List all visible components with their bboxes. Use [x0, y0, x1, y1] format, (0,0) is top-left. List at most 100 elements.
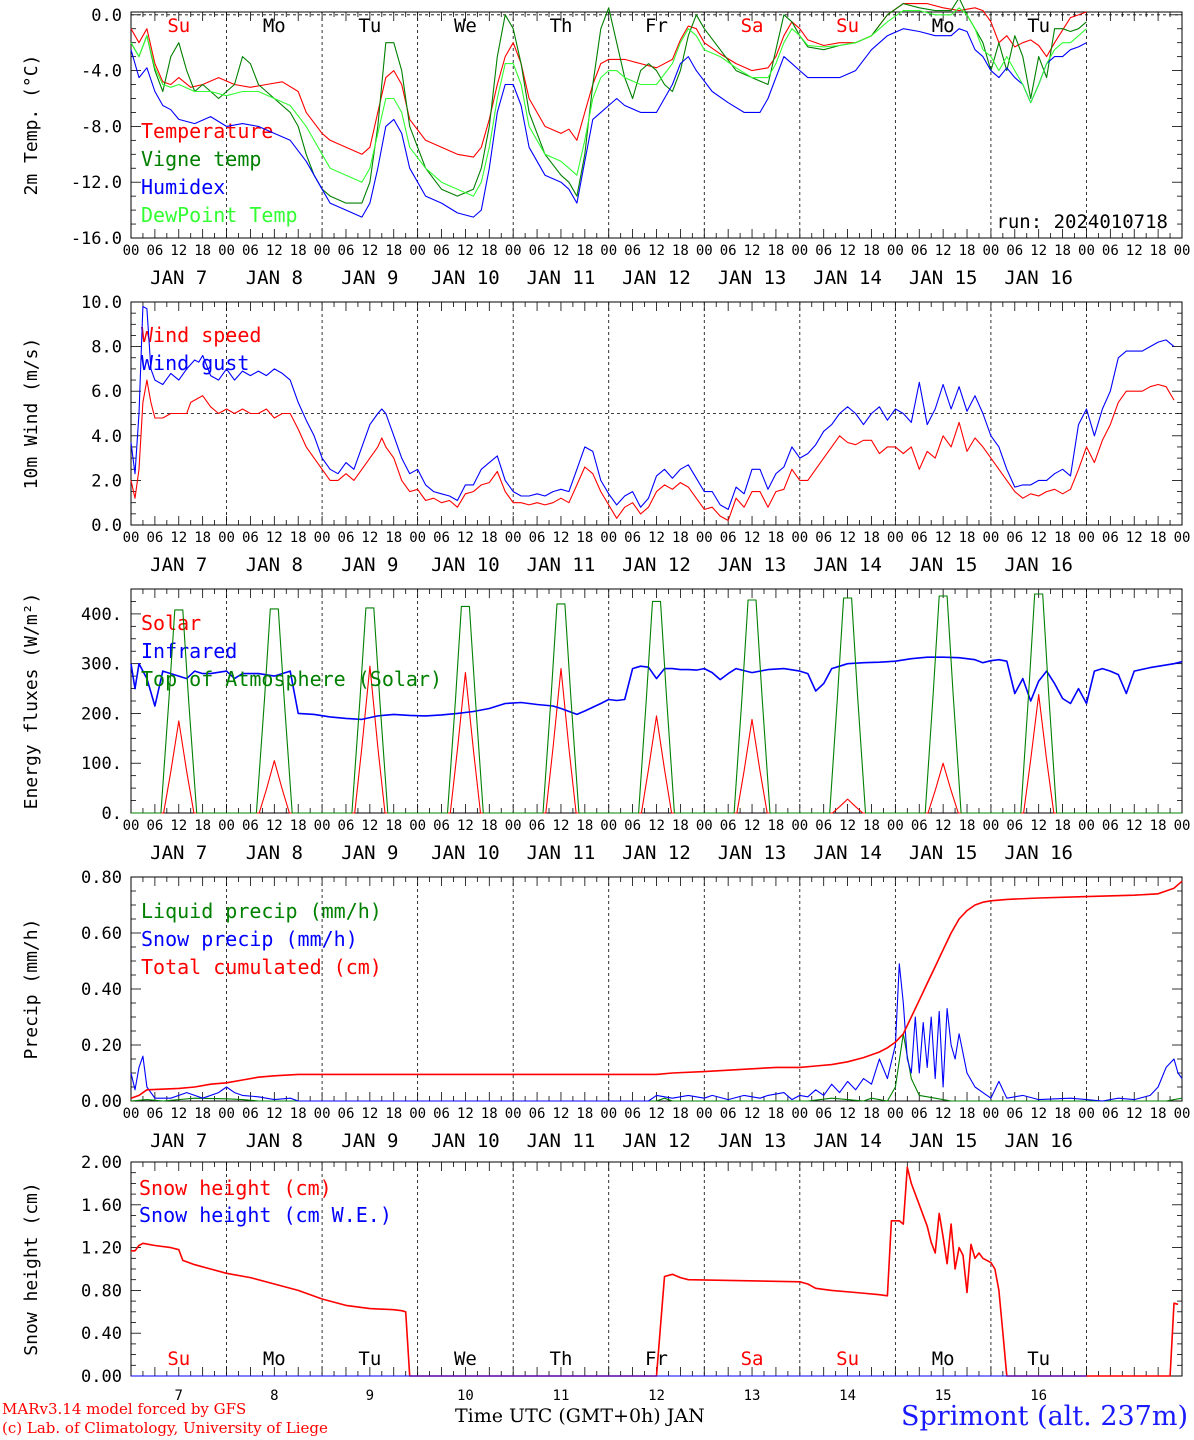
date-label: JAN 13 — [718, 267, 787, 289]
date-label: JAN 8 — [246, 842, 303, 864]
date-label: JAN 8 — [246, 267, 303, 289]
weekday-label: Tu — [1027, 1348, 1050, 1370]
hour-tick-label: 12 — [553, 818, 570, 834]
date-label: JAN 12 — [622, 1130, 691, 1152]
hour-tick-label: 06 — [815, 243, 832, 259]
hour-tick-label: 12 — [1126, 1106, 1143, 1122]
hour-tick-label: 12 — [266, 243, 283, 259]
hour-tick-label: 18 — [576, 1106, 593, 1122]
hour-tick-label: 12 — [839, 818, 856, 834]
y-axis-label: Energy fluxes (W/m²) — [21, 593, 42, 810]
hour-tick-label: 12 — [648, 530, 665, 546]
hour-tick-label: 00 — [1174, 530, 1191, 546]
hour-tick-label: 06 — [242, 243, 259, 259]
hour-tick-label: 18 — [481, 243, 498, 259]
y-tick-label: 100. — [81, 754, 122, 774]
hour-tick-label: 00 — [887, 1106, 904, 1122]
hour-tick-label: 18 — [194, 1106, 211, 1122]
series-line-liquid-precip-mm-h — [130, 1033, 1183, 1102]
day-number-label: 10 — [457, 1388, 474, 1404]
hour-tick-label: 18 — [481, 818, 498, 834]
hour-tick-label: 00 — [123, 530, 140, 546]
date-label: JAN 15 — [909, 1130, 978, 1152]
hour-tick-label: 12 — [361, 243, 378, 259]
legend-entry: Vigne temp — [141, 147, 261, 171]
y-tick-label: 2.00 — [81, 1153, 122, 1173]
y-tick-label: -8.0 — [81, 117, 122, 137]
hour-tick-label: 06 — [1102, 243, 1119, 259]
hour-tick-label: 00 — [1174, 818, 1191, 834]
hour-tick-label: 12 — [744, 1106, 761, 1122]
y-tick-label: 8.0 — [91, 338, 122, 358]
hour-tick-label: 00 — [218, 818, 235, 834]
weekday-label: Tu — [358, 1348, 381, 1370]
series-line-dewpoint-temp — [130, 7, 1087, 197]
hour-tick-label: 06 — [1006, 1106, 1023, 1122]
hour-tick-label: 18 — [768, 530, 785, 546]
y-axis-label: 2m Temp. (°C) — [21, 55, 42, 196]
y-tick-label: 0.0 — [91, 516, 122, 536]
hour-tick-label: 18 — [959, 530, 976, 546]
y-tick-label: 0. — [102, 804, 122, 824]
hour-tick-label: 18 — [959, 818, 976, 834]
hour-tick-label: 18 — [959, 1106, 976, 1122]
legend-entry: Snow precip (mm/h) — [141, 927, 358, 951]
series-line-total-cumulated-cm — [130, 880, 1183, 1099]
hour-tick-label: 06 — [1006, 530, 1023, 546]
hour-tick-label: 12 — [457, 243, 474, 259]
hour-tick-label: 12 — [839, 243, 856, 259]
legend-entry: Top of Atmosphere (Solar) — [141, 667, 442, 691]
hour-tick-label: 06 — [146, 530, 163, 546]
hour-tick-label: 00 — [600, 243, 617, 259]
y-tick-label: 0.80 — [81, 868, 122, 888]
hour-tick-label: 12 — [170, 818, 187, 834]
hour-tick-label: 12 — [744, 530, 761, 546]
hour-tick-label: 12 — [266, 818, 283, 834]
chart-panel-4: 0.00 0.20 0.40 0.60 0.80 Precip (mm/h) 00 06 12 1… — [21, 868, 1190, 1152]
hour-tick-label: 18 — [672, 818, 689, 834]
hour-tick-label: 12 — [361, 1106, 378, 1122]
hour-tick-label: 00 — [409, 818, 426, 834]
date-label: JAN 7 — [150, 554, 207, 576]
y-axis-label: Snow height (cm) — [21, 1182, 42, 1355]
hour-tick-label: 12 — [553, 1106, 570, 1122]
hour-tick-label: 00 — [123, 1106, 140, 1122]
hour-tick-label: 18 — [290, 1106, 307, 1122]
hour-tick-label: 06 — [529, 243, 546, 259]
hour-tick-label: 00 — [218, 243, 235, 259]
hour-tick-label: 06 — [1102, 1106, 1119, 1122]
date-label: JAN 8 — [246, 554, 303, 576]
hour-tick-label: 06 — [911, 1106, 928, 1122]
chart-panel-5: 0.00 0.40 0.80 1.20 1.60 2.00 Snow height (cm)… — [21, 1153, 1183, 1404]
hour-tick-label: 06 — [911, 243, 928, 259]
hour-tick-label: 06 — [146, 818, 163, 834]
legend-entry: Snow height (cm W.E.) — [139, 1203, 392, 1227]
date-label: JAN 9 — [341, 1130, 398, 1152]
hour-tick-label: 12 — [1030, 818, 1047, 834]
hour-tick-label: 06 — [338, 243, 355, 259]
series-line-snow-height-cm — [131, 1166, 1179, 1377]
weekday-label: Su — [167, 1348, 190, 1370]
hour-tick-label: 18 — [863, 1106, 880, 1122]
series-line-humidex — [130, 28, 1087, 218]
hour-tick-label: 18 — [290, 243, 307, 259]
hour-tick-label: 18 — [481, 1106, 498, 1122]
weekday-label: We — [454, 1348, 477, 1370]
date-label: JAN 12 — [622, 842, 691, 864]
hour-tick-label: 18 — [1054, 818, 1071, 834]
hour-tick-label: 00 — [600, 530, 617, 546]
legend-entry: Total cumulated (cm) — [141, 955, 382, 979]
series-line-wind-gust — [130, 305, 1175, 510]
hour-tick-label: 00 — [791, 530, 808, 546]
hour-tick-label: 06 — [720, 818, 737, 834]
day-number-label: 14 — [839, 1388, 856, 1404]
y-tick-label: 0.40 — [81, 1324, 122, 1344]
hour-tick-label: 00 — [696, 818, 713, 834]
y-tick-label: 300. — [81, 655, 122, 675]
hour-tick-label: 06 — [146, 243, 163, 259]
station-name: Sprimont (alt. 237m) — [901, 1401, 1188, 1432]
hour-tick-label: 06 — [911, 530, 928, 546]
hour-tick-label: 00 — [982, 243, 999, 259]
hour-tick-label: 00 — [314, 818, 331, 834]
